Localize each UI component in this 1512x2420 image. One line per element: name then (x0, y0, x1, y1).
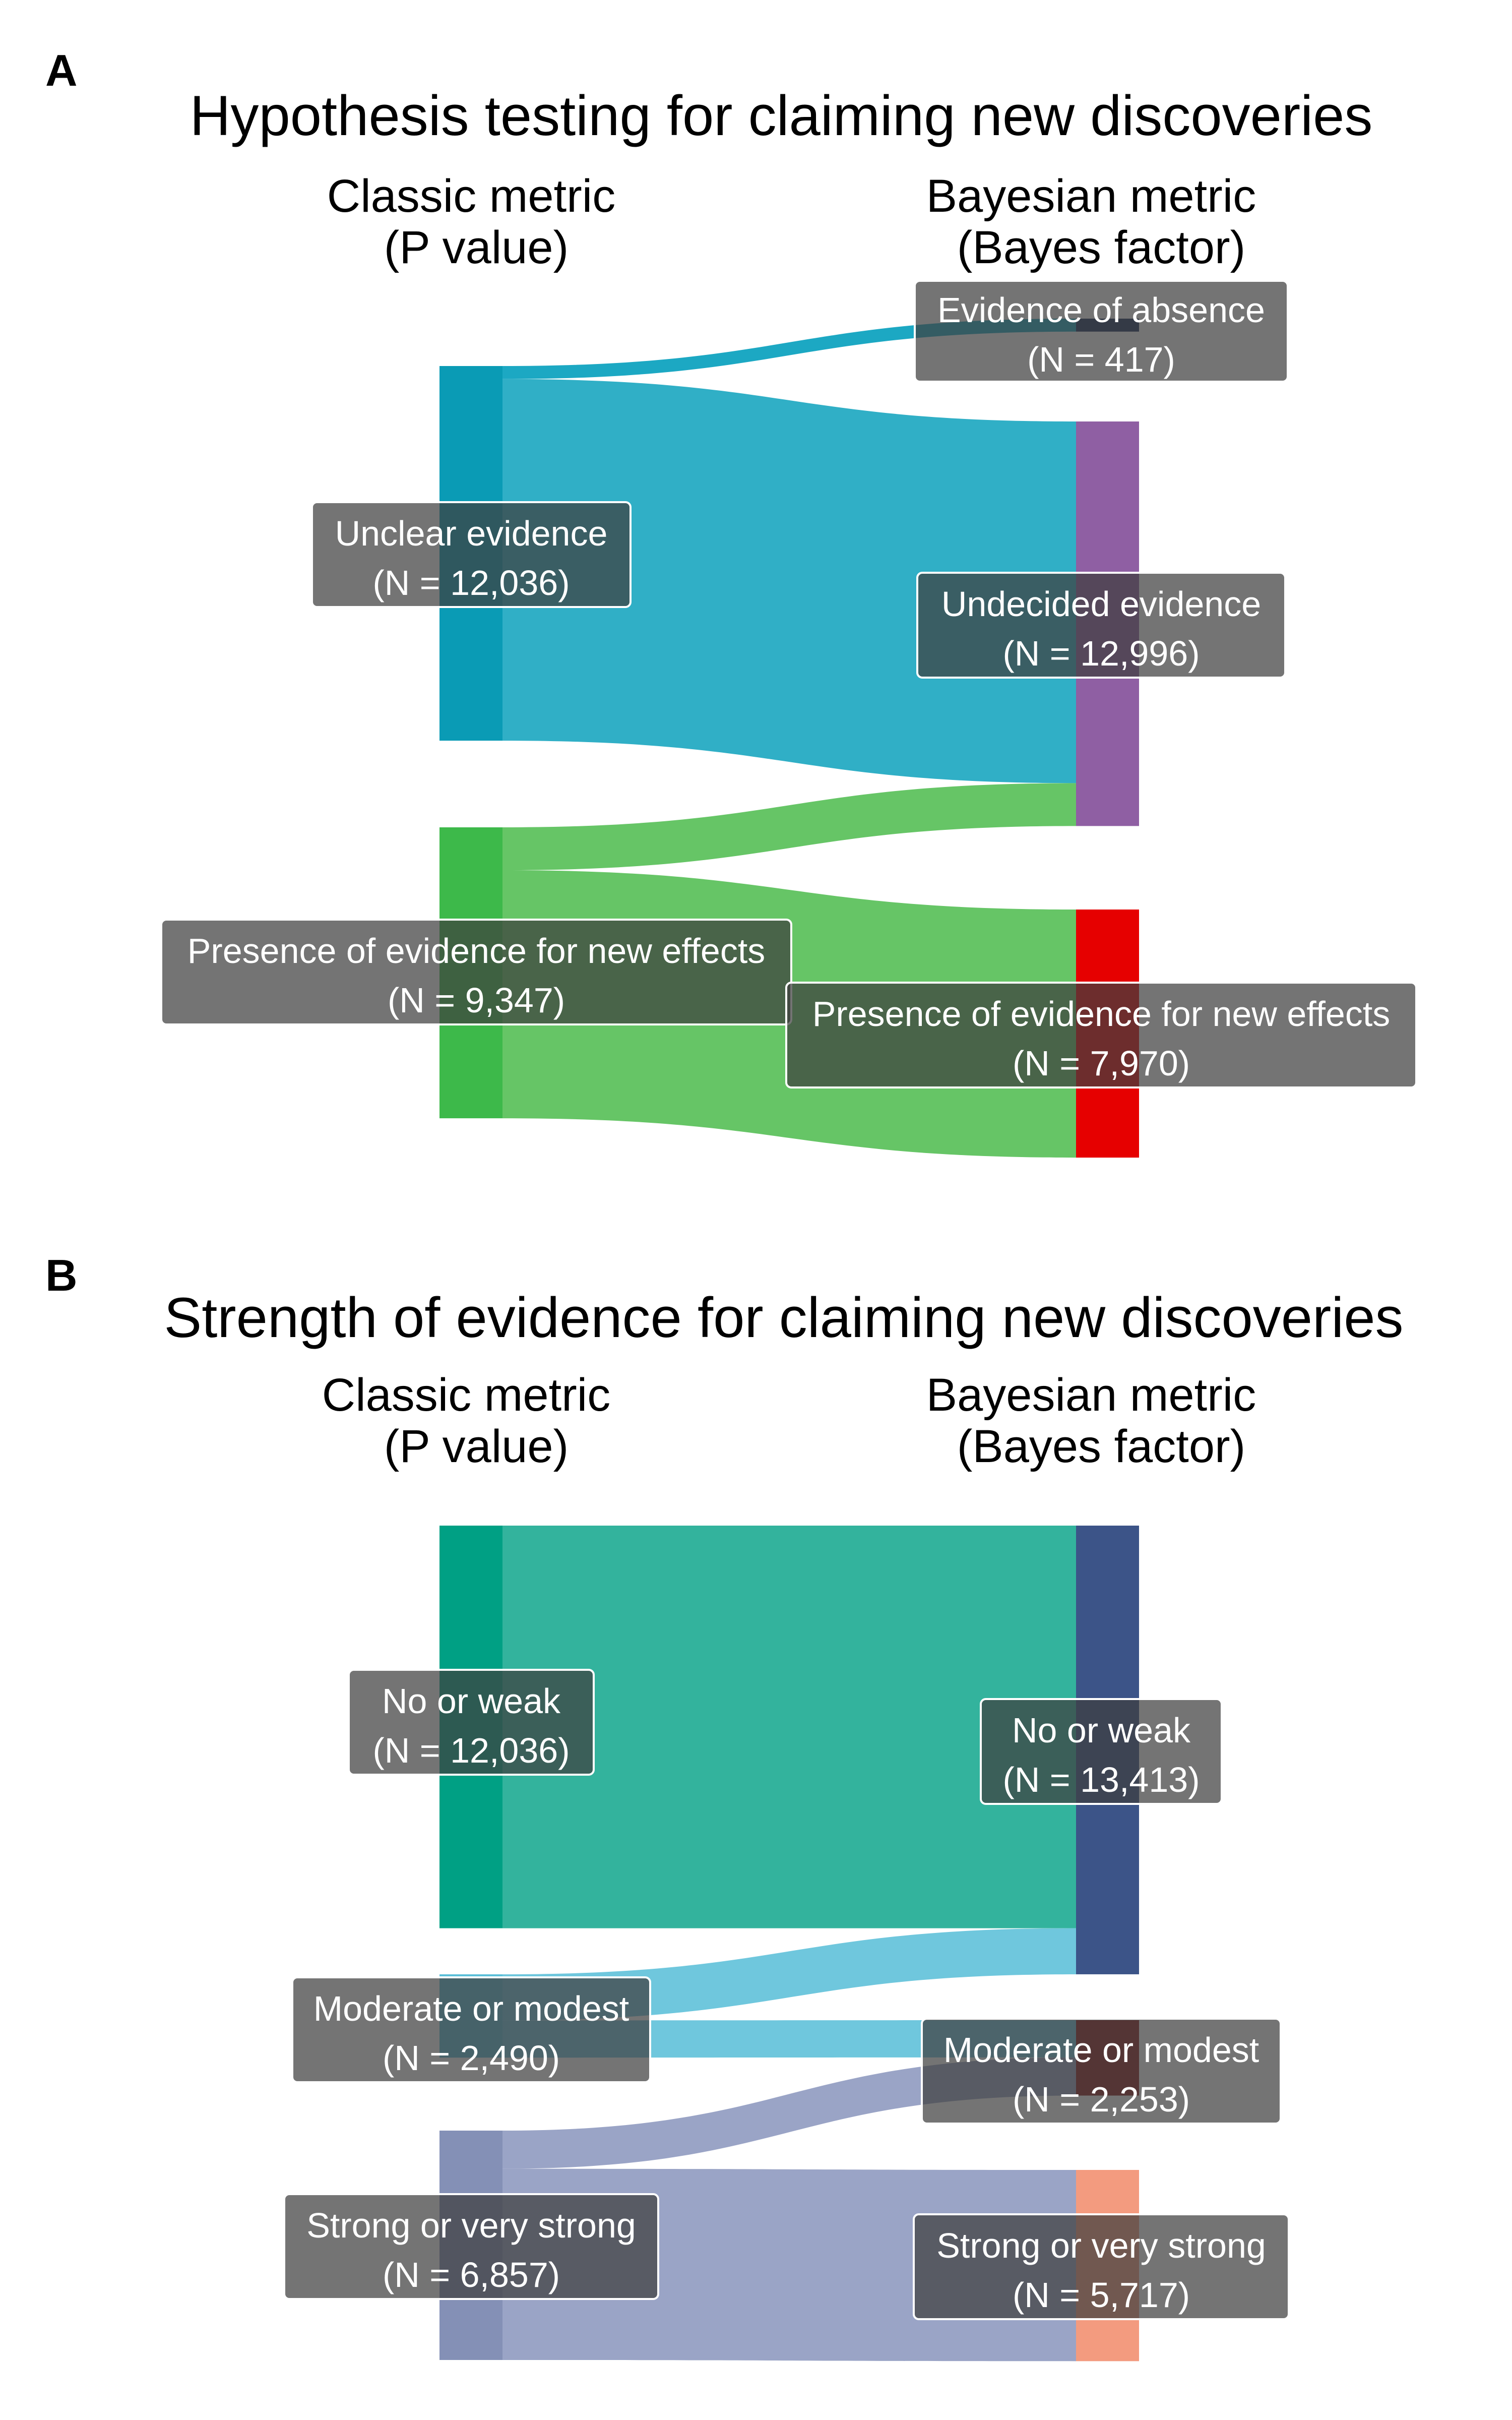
label-count-noweak_r: (N = 13,413) (1002, 1760, 1200, 1799)
label-box-strong (283, 2193, 659, 2300)
panel-b-labels: No or weak (N = 12,036) Moderate or modest… (283, 1669, 1290, 2320)
label-box-strong_r (913, 2213, 1290, 2320)
label-text-noweak: No or weak (382, 1681, 561, 1721)
label-presence_r: Presence of evidence for new effects (N =… (785, 982, 1417, 1088)
flow-noweak-to-noweak_r (502, 1526, 1076, 1928)
panel-b-left-axis-line1: Classic metric (322, 1369, 610, 1421)
flow-presence-to-undecided (502, 783, 1076, 871)
panel-b-right-axis-line1: Bayesian metric (926, 1369, 1256, 1421)
label-box-presence_r (785, 982, 1417, 1088)
panel-a-right-axis-line2: (Bayes factor) (957, 222, 1246, 273)
label-noweak_r: No or weak (N = 13,413) (980, 1698, 1223, 1805)
label-count-undecided: (N = 12,996) (1002, 634, 1200, 673)
label-count-presence_r: (N = 7,970) (1013, 1044, 1190, 1083)
label-box-unclear (311, 501, 632, 608)
label-count-moderate_r: (N = 2,253) (1013, 2080, 1190, 2119)
panel-b-title: Strength of evidence for claiming new di… (164, 1286, 1403, 1349)
label-box-absence (914, 280, 1289, 383)
label-count-unclear: (N = 12,036) (372, 563, 570, 602)
label-text-strong_r: Strong or very strong (936, 2226, 1266, 2265)
panel-b-letter: B (45, 1250, 78, 1300)
panel-a-left-axis-line2: (P value) (384, 222, 569, 273)
label-text-absence: Evidence of absence (937, 290, 1265, 330)
label-moderate: Moderate or modest (N = 2,490) (291, 1976, 651, 2083)
label-box-moderate_r (921, 2018, 1282, 2125)
label-box-moderate (291, 1976, 651, 2083)
panel-a-labels: Unclear evidence (N = 12,036) Presence of … (160, 280, 1417, 1088)
panel-a-right-axis-line1: Bayesian metric (926, 170, 1256, 222)
label-text-presence_r: Presence of evidence for new effects (812, 994, 1391, 1034)
label-strong_r: Strong or very strong (N = 5,717) (913, 2213, 1290, 2320)
label-count-presence: (N = 9,347) (388, 981, 565, 1020)
label-unclear: Unclear evidence (N = 12,036) (311, 501, 632, 608)
label-text-unclear: Unclear evidence (335, 514, 608, 553)
flow-unclear-to-undecided (502, 379, 1076, 783)
label-count-absence: (N = 417) (1027, 340, 1175, 379)
label-text-strong: Strong or very strong (306, 2206, 636, 2245)
label-count-strong: (N = 6,857) (383, 2255, 560, 2294)
panel-a-left-axis-line1: Classic metric (327, 170, 615, 222)
label-moderate_r: Moderate or modest (N = 2,253) (921, 2018, 1282, 2125)
label-strong: Strong or very strong (N = 6,857) (283, 2193, 659, 2300)
panel-b-right-axis-line2: (Bayes factor) (957, 1421, 1246, 1472)
panel-b: B Strength of evidence for claiming new … (45, 1250, 1404, 2362)
label-box-noweak (348, 1669, 595, 1776)
label-box-undecided (916, 572, 1286, 679)
label-count-strong_r: (N = 5,717) (1013, 2275, 1190, 2315)
panel-a-title: Hypothesis testing for claiming new disc… (190, 84, 1373, 147)
panel-a-letter: A (45, 45, 78, 95)
label-presence: Presence of evidence for new effects (N =… (160, 919, 792, 1025)
label-text-moderate_r: Moderate or modest (943, 2030, 1259, 2070)
label-box-presence (160, 919, 792, 1025)
label-noweak: No or weak (N = 12,036) (348, 1669, 595, 1776)
label-text-noweak_r: No or weak (1012, 1711, 1191, 1750)
panel-b-left-axis-line2: (P value) (384, 1421, 569, 1472)
label-count-noweak: (N = 12,036) (372, 1731, 570, 1770)
panel-a: A Hypothesis testing for claiming new di… (45, 45, 1417, 1158)
label-text-moderate: Moderate or modest (313, 1989, 629, 2028)
label-absence: Evidence of absence (N = 417) (914, 280, 1289, 383)
label-text-presence: Presence of evidence for new effects (187, 931, 766, 971)
label-count-moderate: (N = 2,490) (383, 2038, 560, 2078)
label-box-noweak_r (980, 1698, 1223, 1805)
label-text-undecided: Undecided evidence (941, 584, 1261, 624)
label-undecided: Undecided evidence (N = 12,996) (916, 572, 1286, 679)
